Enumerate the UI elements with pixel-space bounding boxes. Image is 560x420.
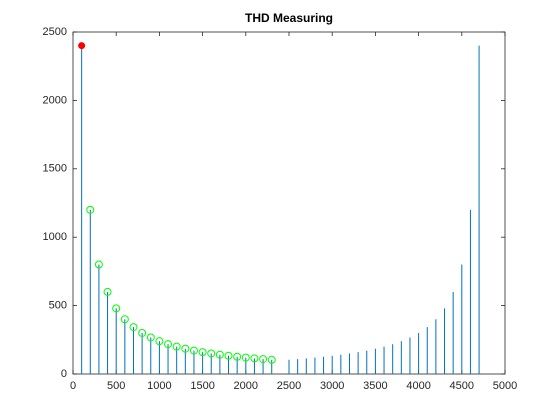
- chart-title: THD Measuring: [245, 11, 333, 25]
- marker: [86, 205, 95, 214]
- marker: [138, 328, 147, 337]
- x-tick-label: 1500: [190, 380, 214, 392]
- marker: [215, 350, 224, 359]
- x-tick-label: 3500: [363, 380, 387, 392]
- marker: [129, 323, 138, 332]
- x-tick-label: 4000: [406, 380, 430, 392]
- marker: [189, 346, 198, 355]
- axes-box: [72, 31, 506, 375]
- marker: [78, 42, 86, 50]
- marker: [120, 315, 129, 324]
- x-tick-label: 3000: [320, 380, 344, 392]
- y-tick-label: 500: [49, 300, 67, 312]
- y-tick-label: 2500: [43, 26, 67, 38]
- marker: [224, 351, 233, 360]
- marker: [233, 352, 242, 361]
- x-tick-label: 2500: [277, 380, 301, 392]
- y-tick-label: 1500: [43, 163, 67, 175]
- marker: [94, 260, 103, 269]
- marker: [164, 340, 173, 349]
- x-tick-label: 4500: [450, 380, 474, 392]
- x-tick-label: 2000: [234, 380, 258, 392]
- marker: [267, 355, 276, 364]
- marker: [241, 353, 250, 362]
- y-tick-label: 1000: [43, 231, 67, 243]
- x-tick-label: 1000: [147, 380, 171, 392]
- y-tick-label: 2000: [43, 94, 67, 106]
- marker: [146, 333, 155, 342]
- marker: [155, 337, 164, 346]
- marker: [172, 342, 181, 351]
- x-tick-label: 5000: [493, 380, 517, 392]
- marker: [103, 287, 112, 296]
- marker: [207, 349, 216, 358]
- x-tick-label: 0: [70, 380, 76, 392]
- marker: [198, 348, 207, 357]
- marker: [250, 354, 259, 363]
- marker: [259, 355, 268, 364]
- marker: [112, 304, 121, 313]
- x-tick-label: 500: [107, 380, 125, 392]
- y-tick-label: 0: [61, 368, 67, 380]
- marker: [181, 344, 190, 353]
